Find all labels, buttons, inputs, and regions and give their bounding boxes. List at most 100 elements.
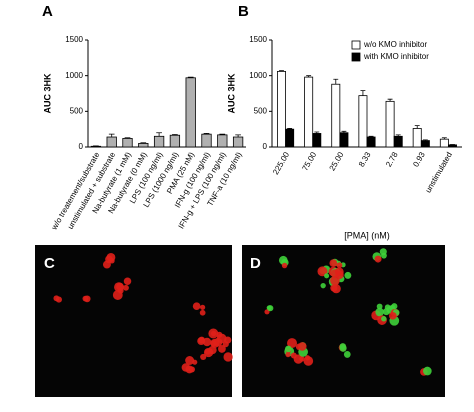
bar <box>286 129 294 147</box>
cell <box>332 284 341 293</box>
legend-label: w/o KMO inhibitor <box>363 40 427 49</box>
y-tick-label: 1500 <box>249 35 267 44</box>
legend-swatch <box>352 41 360 49</box>
cell <box>182 363 190 371</box>
cell <box>340 345 347 352</box>
cell <box>208 329 218 339</box>
bar <box>386 101 394 147</box>
bar <box>277 71 285 147</box>
x-axis-label: [PMA] (nM) <box>344 230 390 240</box>
bar <box>340 133 348 147</box>
y-tick-label: 500 <box>70 106 84 115</box>
cell <box>381 253 387 259</box>
cell <box>389 312 397 320</box>
cell <box>385 304 391 310</box>
cell <box>304 356 314 366</box>
bar <box>313 133 321 147</box>
bar <box>154 136 163 147</box>
legend-label: with KMO inhibitor <box>363 52 429 61</box>
cell <box>210 340 216 346</box>
legend-swatch <box>352 53 360 61</box>
error-bar <box>333 79 338 84</box>
cell <box>103 261 111 269</box>
cell <box>116 283 124 291</box>
cell <box>344 272 351 279</box>
x-tick-label: 8.33 <box>357 150 373 168</box>
cell <box>189 366 195 372</box>
cell <box>192 360 197 365</box>
bar <box>218 135 227 147</box>
x-tick-label: 0.93 <box>411 150 427 168</box>
cell <box>217 334 227 344</box>
cell <box>337 262 343 268</box>
y-axis-label: AUC 3HK <box>42 73 52 114</box>
error-bar <box>109 134 115 137</box>
x-tick-label: 2.78 <box>384 150 400 168</box>
cell <box>218 345 226 353</box>
cell <box>375 256 382 263</box>
bar <box>233 137 242 147</box>
y-tick-label: 1500 <box>65 35 83 44</box>
panel-label: D <box>250 255 261 272</box>
y-tick-label: 1000 <box>65 71 83 80</box>
cell <box>223 352 232 361</box>
cell <box>324 273 329 278</box>
cell <box>123 285 129 291</box>
cell <box>329 259 337 267</box>
cell <box>204 348 213 357</box>
bar <box>186 78 195 147</box>
y-tick-label: 500 <box>254 106 268 115</box>
bar <box>123 138 132 147</box>
bar <box>202 134 211 147</box>
bar <box>448 145 456 147</box>
cell <box>344 351 351 358</box>
bar <box>332 84 340 147</box>
bar <box>421 141 429 147</box>
cell <box>124 277 131 284</box>
error-bar <box>156 133 162 137</box>
cell <box>197 337 205 345</box>
panel-label: B <box>238 3 249 20</box>
y-tick-label: 1000 <box>249 71 267 80</box>
bar <box>394 136 402 147</box>
bar <box>170 135 179 147</box>
cell <box>423 367 432 376</box>
panel-label: C <box>44 255 55 272</box>
cell <box>285 346 292 353</box>
bar <box>305 77 313 147</box>
bar <box>91 146 100 147</box>
y-tick-label: 0 <box>79 142 84 151</box>
cell <box>391 303 397 309</box>
cell <box>106 253 115 262</box>
cell <box>267 305 273 311</box>
bar <box>359 96 367 147</box>
y-axis-label: AUC 3HK <box>226 73 236 114</box>
bar <box>367 137 375 147</box>
micrograph <box>35 245 233 397</box>
cell <box>200 305 205 310</box>
y-tick-label: 0 <box>263 142 268 151</box>
error-bar <box>360 91 365 96</box>
cell <box>200 310 206 316</box>
cell <box>331 269 340 278</box>
bar <box>139 143 148 147</box>
cell <box>282 263 288 269</box>
cell <box>375 308 384 317</box>
cell <box>193 302 201 310</box>
micrograph <box>242 245 445 397</box>
cell <box>56 296 62 302</box>
cell <box>298 342 307 351</box>
cell <box>84 295 91 302</box>
bar <box>440 139 448 147</box>
x-tick-label: unstimulated <box>424 151 454 195</box>
bar <box>413 128 421 147</box>
error-bar <box>415 126 420 129</box>
x-tick-label: 75.00 <box>300 150 318 172</box>
cell <box>320 283 325 288</box>
panel-label: A <box>42 3 53 20</box>
bar <box>107 137 116 147</box>
x-tick-label: 225.00 <box>271 150 291 176</box>
x-tick-label: 25.00 <box>328 150 346 172</box>
cell <box>381 316 386 321</box>
